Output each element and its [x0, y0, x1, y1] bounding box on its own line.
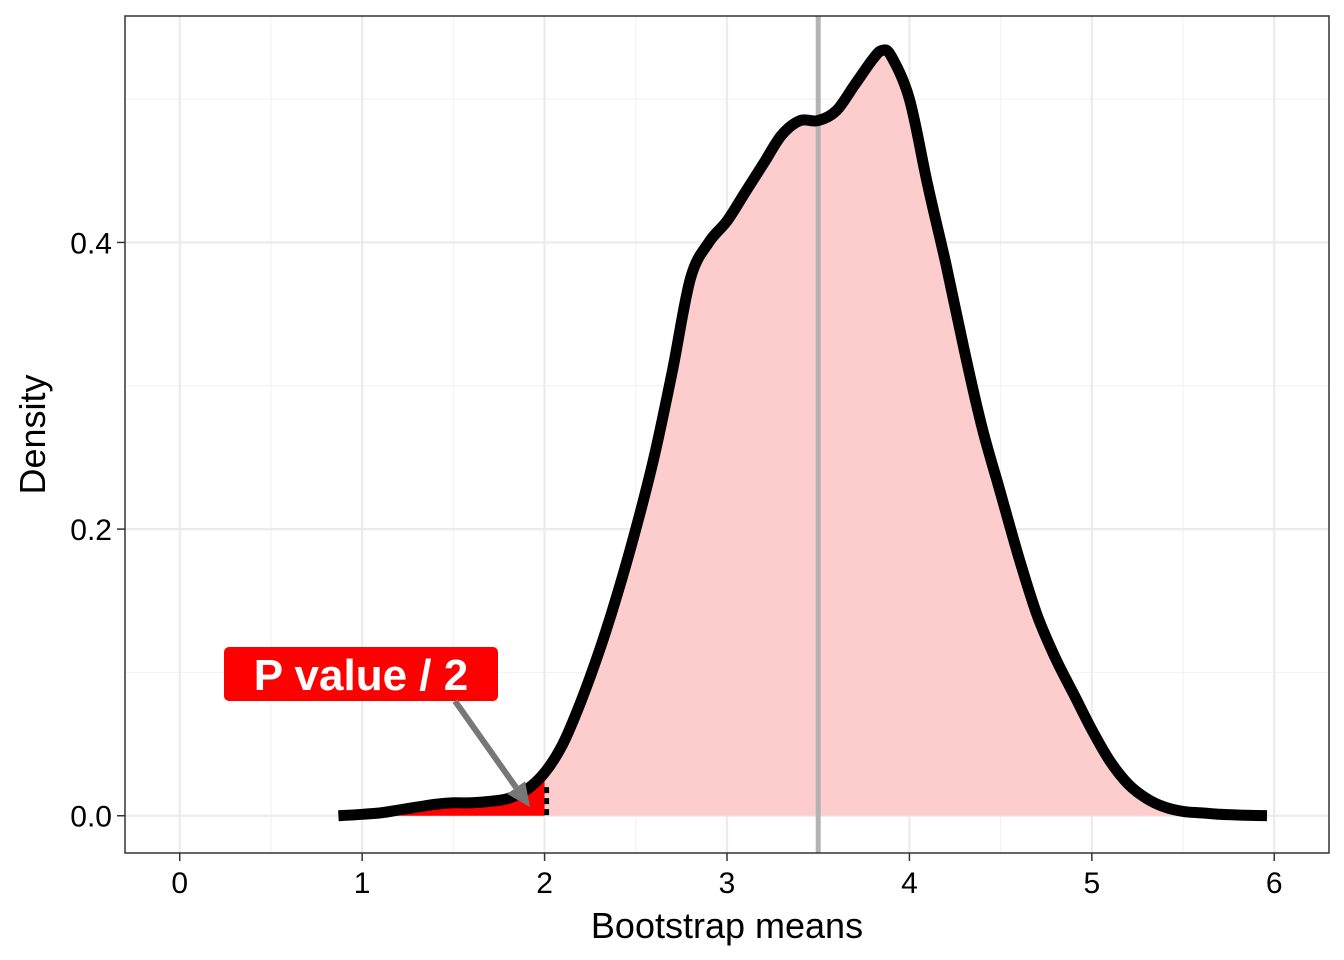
x-tick-label: 6 — [1266, 867, 1283, 900]
x-tick-label: 5 — [1084, 867, 1101, 900]
annotation: P value / 2 — [224, 647, 530, 808]
x-tick-label: 3 — [719, 867, 736, 900]
annotation-arrow-line — [452, 699, 519, 790]
x-axis: 0 1 2 3 4 5 6 — [171, 853, 1283, 900]
annotation-box — [224, 647, 498, 701]
y-tick-label: 0.4 — [70, 227, 112, 260]
y-tick-label: 0.2 — [70, 514, 112, 547]
density-curve — [338, 44, 1268, 822]
y-axis-title: Density — [12, 374, 53, 494]
density-line — [338, 44, 1268, 822]
x-tick-label: 1 — [354, 867, 371, 900]
annotation-label: P value / 2 — [254, 651, 468, 700]
x-tick-label: 0 — [171, 867, 188, 900]
x-tick-label: 4 — [901, 867, 918, 900]
annotation-arrow-head — [507, 781, 530, 808]
y-tick-label: 0.0 — [70, 801, 112, 834]
x-tick-label: 2 — [536, 867, 553, 900]
x-axis-title: Bootstrap means — [591, 905, 863, 946]
y-axis: 0.0 0.2 0.4 — [70, 227, 125, 834]
